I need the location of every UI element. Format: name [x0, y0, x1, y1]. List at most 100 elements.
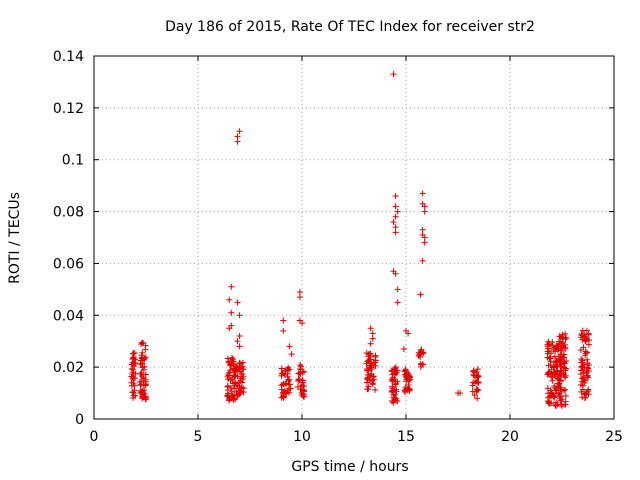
- data-point: [392, 381, 399, 388]
- y-tick-label: 0.08: [53, 205, 84, 221]
- data-point: [236, 343, 243, 350]
- data-point: [402, 389, 409, 396]
- data-point: [392, 193, 399, 200]
- data-point: [300, 368, 307, 375]
- y-axis-label: ROTI / TECUs: [7, 192, 23, 284]
- plot-frame: [93, 55, 615, 420]
- data-point: [549, 339, 556, 346]
- data-point: [552, 348, 559, 355]
- data-point: [234, 133, 241, 140]
- data-point: [392, 396, 399, 403]
- data-point: [548, 366, 555, 373]
- data-point: [137, 361, 144, 368]
- data-point: [419, 226, 426, 233]
- data-point: [585, 388, 592, 395]
- data-point: [582, 348, 589, 355]
- data-point: [455, 390, 461, 397]
- data-point: [584, 373, 591, 380]
- x-tick-label: 25: [605, 429, 623, 445]
- data-point: [560, 370, 567, 377]
- data-point: [561, 354, 568, 361]
- data-point: [580, 344, 587, 351]
- data-point: [545, 369, 552, 376]
- data-point: [225, 372, 232, 379]
- data-point: [283, 380, 290, 387]
- data-point: [583, 349, 590, 356]
- data-point: [137, 382, 144, 389]
- data-point: [417, 291, 424, 298]
- data-point: [129, 389, 136, 396]
- data-point: [550, 344, 557, 351]
- y-tick-label: 0.14: [53, 49, 84, 65]
- data-point: [297, 369, 304, 376]
- data-point: [557, 377, 564, 384]
- data-point: [388, 376, 395, 383]
- data-point: [296, 288, 303, 295]
- data-point: [365, 383, 372, 390]
- data-point: [298, 382, 305, 389]
- data-point: [392, 203, 399, 210]
- data-point: [139, 395, 146, 402]
- data-point: [224, 382, 231, 389]
- data-point: [470, 367, 477, 374]
- data-point: [560, 351, 567, 358]
- y-tick-label: 0.12: [53, 101, 84, 117]
- data-point: [556, 380, 563, 387]
- data-point: [562, 386, 569, 393]
- data-point: [234, 299, 241, 306]
- data-point: [585, 341, 592, 348]
- data-point: [475, 373, 482, 380]
- data-point: [421, 239, 428, 246]
- y-tick-label: 0.04: [53, 308, 84, 324]
- data-point: [555, 389, 562, 396]
- data-point: [287, 385, 294, 392]
- data-point: [236, 333, 243, 340]
- data-point: [284, 370, 291, 377]
- data-point: [417, 354, 424, 360]
- data-point: [297, 361, 304, 368]
- data-point: [561, 374, 568, 381]
- data-point: [278, 382, 285, 389]
- data-point: [394, 299, 401, 306]
- data-point: [364, 375, 371, 382]
- data-point: [394, 208, 401, 215]
- data-point: [549, 377, 556, 384]
- data-point: [285, 364, 292, 371]
- data-point: [559, 334, 566, 341]
- data-point: [392, 391, 399, 398]
- data-point: [548, 373, 555, 380]
- data-point: [389, 377, 396, 384]
- chart-title: Day 186 of 2015, Rate Of TEC Index for r…: [165, 19, 535, 35]
- data-point: [280, 317, 287, 324]
- data-point: [139, 339, 146, 346]
- data-point: [474, 374, 481, 381]
- data-point: [389, 398, 396, 405]
- x-axis-label: GPS time / hours: [291, 459, 408, 475]
- data-point: [232, 372, 239, 379]
- data-point: [239, 376, 246, 383]
- y-tick-label: 0.02: [53, 360, 84, 376]
- y-tick-label: 0: [75, 412, 84, 428]
- data-point: [558, 396, 565, 403]
- data-point: [473, 386, 480, 393]
- data-point: [236, 312, 243, 319]
- x-tick-label: 15: [397, 429, 415, 445]
- data-point: [578, 367, 585, 374]
- data-point: [390, 71, 397, 78]
- data-point: [233, 388, 240, 395]
- data-point: [137, 390, 144, 397]
- data-point: [388, 368, 395, 375]
- data-point: [583, 368, 590, 375]
- data-point: [364, 386, 371, 393]
- axis-ticks: 0 5 10 15 20 25 0 0.02 0.04 0.06 0.08 0.1 0.12 0.14: [53, 49, 623, 445]
- data-point: [282, 367, 289, 374]
- data-point: [419, 257, 426, 264]
- data-point: [364, 374, 371, 381]
- data-point: [471, 392, 478, 399]
- data-point: [280, 327, 287, 334]
- data-point: [296, 376, 303, 383]
- data-point: [372, 386, 379, 393]
- data-point: [544, 354, 551, 361]
- data-point: [392, 224, 399, 231]
